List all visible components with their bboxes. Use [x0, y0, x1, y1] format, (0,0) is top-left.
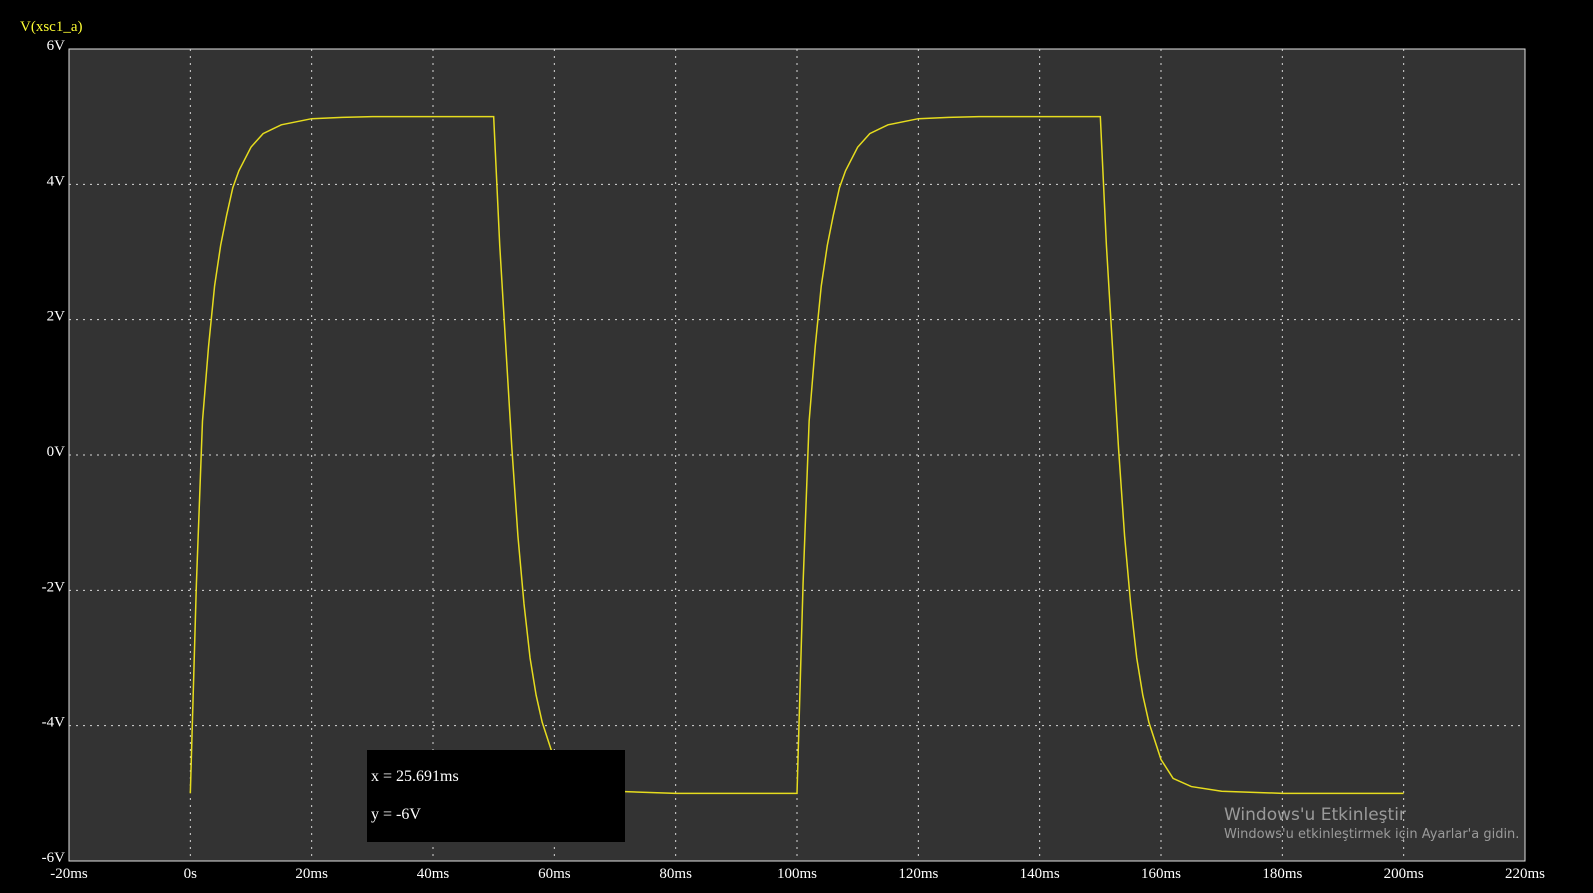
x-tick-label: 80ms — [659, 866, 692, 882]
cursor-readout: x = 25.691ms y = -6V — [367, 750, 625, 842]
cursor-y-value: y = -6V — [371, 806, 421, 823]
x-tick-label: 180ms — [1262, 866, 1302, 882]
x-tick-label: 220ms — [1505, 866, 1545, 882]
chart-title: V(xsc1_a) — [20, 19, 82, 35]
x-tick-label: 0s — [184, 866, 198, 882]
y-tick-label: 2V — [47, 309, 66, 325]
grid-lines — [69, 49, 1525, 861]
y-tick-label: 6V — [47, 38, 66, 54]
y-tick-label: -4V — [42, 715, 65, 731]
x-tick-label: 100ms — [777, 866, 817, 882]
cursor-x-value: x = 25.691ms — [371, 768, 459, 785]
y-axis-labels: 6V 4V 2V 0V -2V -4V -6V — [42, 38, 65, 866]
watermark-title: Windows'u Etkinleştir — [1224, 805, 1406, 825]
y-tick-label: 4V — [47, 173, 66, 189]
x-tick-label: 200ms — [1384, 866, 1424, 882]
x-tick-label: 160ms — [1141, 866, 1181, 882]
x-axis-labels: -20ms 0s 20ms 40ms 60ms 80ms 100ms 120ms 140ms 16… — [50, 866, 1545, 882]
x-tick-label: 60ms — [538, 866, 571, 882]
y-tick-label: -2V — [42, 579, 65, 595]
voltage-trace — [189, 115, 1404, 795]
x-tick-label: 40ms — [417, 866, 450, 882]
y-tick-label: -6V — [42, 850, 65, 866]
x-tick-label: 140ms — [1020, 866, 1060, 882]
x-tick-label: 20ms — [295, 866, 328, 882]
y-tick-label: 0V — [47, 444, 66, 460]
activation-watermark: Windows'u Etkinleştir Windows'u etkinleş… — [1224, 804, 1519, 844]
x-tick-label: -20ms — [50, 866, 88, 882]
x-tick-label: 120ms — [898, 866, 938, 882]
watermark-subtitle: Windows'u etkinleştirmek için Ayarlar'a … — [1224, 827, 1520, 842]
